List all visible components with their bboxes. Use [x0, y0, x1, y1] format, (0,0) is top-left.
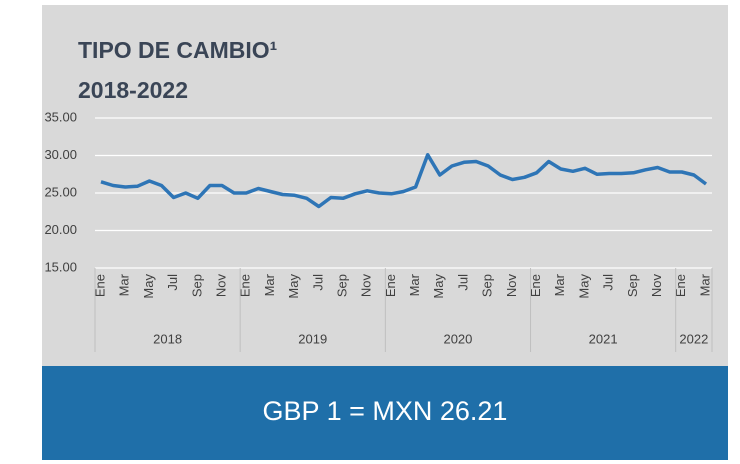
x-tick-label: Jul: [455, 274, 470, 291]
x-tick-label: Nov: [359, 274, 374, 298]
x-tick-label: Mar: [117, 273, 132, 296]
banner-text: GBP 1 = MXN 26.21: [263, 396, 508, 426]
x-tick-label: Nov: [213, 274, 228, 298]
x-tick-label: Sep: [625, 274, 640, 297]
year-label: 2021: [589, 331, 618, 346]
x-tick-label: Sep: [480, 274, 495, 297]
year-label: 2018: [153, 331, 182, 346]
x-tick-label: Mar: [407, 273, 422, 296]
chart-title: TIPO DE CAMBIO¹: [78, 37, 277, 63]
x-tick-label: Jul: [165, 274, 180, 291]
x-tick-label: Nov: [504, 274, 519, 298]
x-tick-label: Ene: [238, 274, 253, 297]
x-tick-label: Ene: [528, 274, 543, 297]
y-tick-label: 30.00: [44, 147, 77, 162]
y-tick-label: 25.00: [44, 184, 77, 199]
x-tick-label: Ene: [92, 274, 107, 297]
y-tick-label: 15.00: [44, 259, 77, 274]
x-tick-label: May: [286, 274, 301, 299]
year-label: 2019: [298, 331, 327, 346]
series-line: [100, 153, 708, 209]
x-tick-label: Jul: [310, 274, 325, 291]
y-tick-label: 20.00: [44, 222, 77, 237]
x-tick-label: Sep: [334, 274, 349, 297]
year-label: 2020: [443, 331, 472, 346]
x-tick-label: Mar: [262, 273, 277, 296]
x-tick-label: May: [576, 274, 591, 299]
chart-subtitle: 2018-2022: [78, 77, 188, 103]
x-tick-label: Nov: [649, 274, 664, 298]
x-tick-label: Jul: [601, 274, 616, 291]
x-tick-label: Mar: [697, 273, 712, 296]
x-tick-label: Mar: [552, 273, 567, 296]
x-tick-label: Ene: [673, 274, 688, 297]
x-tick-label: Ene: [383, 274, 398, 297]
y-tick-label: 35.00: [44, 109, 77, 124]
x-tick-label: May: [431, 274, 446, 299]
x-tick-label: Sep: [189, 274, 204, 297]
banner-background: [42, 366, 728, 460]
year-label: 2022: [679, 331, 708, 346]
x-tick-label: May: [141, 274, 156, 299]
